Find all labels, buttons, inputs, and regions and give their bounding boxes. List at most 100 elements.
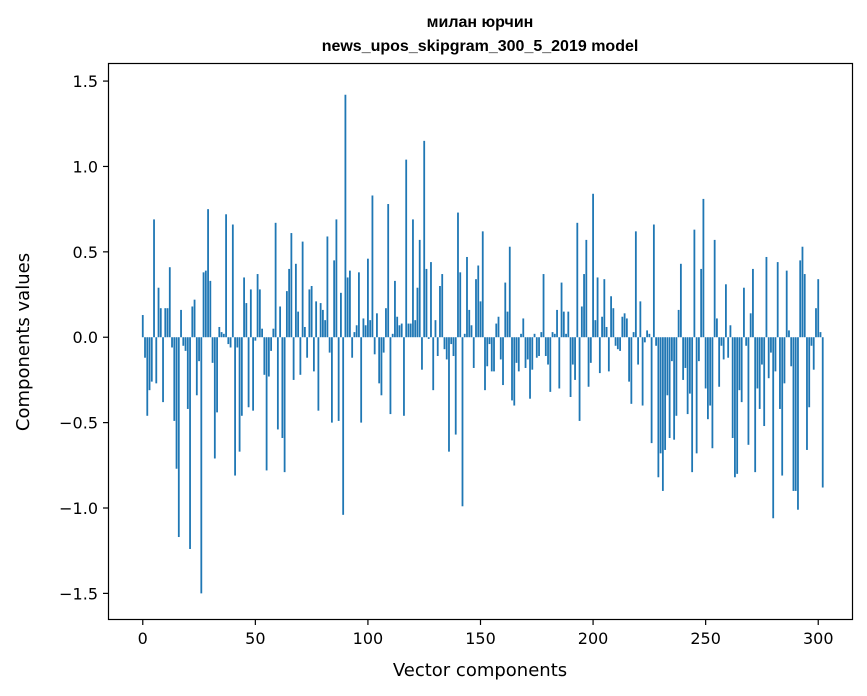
y-tick-label: −1.5 xyxy=(59,584,98,603)
bar-96 xyxy=(358,272,360,338)
bar-15 xyxy=(175,337,178,469)
bar-37 xyxy=(225,214,227,338)
bar-298 xyxy=(812,337,815,370)
bar-299 xyxy=(815,308,817,338)
bar-43 xyxy=(238,337,241,452)
bar-138 xyxy=(452,337,455,357)
bar-89 xyxy=(342,337,345,515)
bar-142 xyxy=(461,337,464,507)
bar-242 xyxy=(686,337,689,415)
bar-268 xyxy=(745,337,748,346)
bar-38 xyxy=(227,337,230,345)
bar-73 xyxy=(306,337,309,358)
bar-55 xyxy=(265,337,268,471)
bar-132 xyxy=(439,286,441,338)
bar-84 xyxy=(331,337,333,423)
bar-212 xyxy=(619,337,621,351)
bar-74 xyxy=(308,289,311,338)
bar-117 xyxy=(405,159,408,338)
x-tick-label: 300 xyxy=(803,629,834,648)
bar-178 xyxy=(542,274,545,338)
bar-88 xyxy=(340,292,342,338)
bar-100 xyxy=(367,258,369,338)
bar-227 xyxy=(652,224,655,338)
bar-257 xyxy=(720,337,723,346)
y-tick-label: 0.0 xyxy=(73,328,98,347)
bar-216 xyxy=(628,337,630,382)
bar-118 xyxy=(407,323,410,338)
x-tick-label: 50 xyxy=(245,629,265,648)
bar-238 xyxy=(677,309,680,338)
bar-49 xyxy=(252,337,254,411)
bar-294 xyxy=(803,274,806,338)
bar-41 xyxy=(234,337,236,476)
bar-244 xyxy=(691,337,694,473)
bar-114 xyxy=(398,325,401,338)
bar-167 xyxy=(517,337,520,372)
chart-title-line1: милан юрчин xyxy=(427,14,534,31)
bar-232 xyxy=(664,337,667,450)
bar-199 xyxy=(589,337,592,363)
bar-271 xyxy=(752,268,754,338)
bar-90 xyxy=(344,94,347,338)
bar-21 xyxy=(189,337,191,549)
bar-301 xyxy=(819,332,822,338)
bar-82 xyxy=(326,236,329,338)
bar-151 xyxy=(481,231,484,338)
bar-161 xyxy=(504,282,507,338)
bar-162 xyxy=(506,311,509,338)
bar-273 xyxy=(756,337,759,389)
bar-210 xyxy=(614,337,617,346)
bar-99 xyxy=(364,325,367,338)
bar-146 xyxy=(470,325,473,338)
y-tick-label: −1.0 xyxy=(59,499,98,518)
bar-0 xyxy=(141,315,144,338)
bar-128 xyxy=(430,262,432,338)
bar-219 xyxy=(634,231,637,338)
bar-133 xyxy=(441,274,444,338)
bar-269 xyxy=(747,337,750,445)
bar-12 xyxy=(168,267,171,338)
bar-292 xyxy=(799,260,802,338)
bar-75 xyxy=(310,286,313,338)
bar-48 xyxy=(249,289,252,338)
bar-285 xyxy=(783,337,786,384)
bar-56 xyxy=(267,337,270,377)
bar-131 xyxy=(436,337,439,357)
bar-174 xyxy=(533,333,536,338)
bar-157 xyxy=(495,323,498,338)
bar-69 xyxy=(297,311,300,338)
bar-263 xyxy=(734,337,736,478)
bar-45 xyxy=(243,277,245,338)
bar-226 xyxy=(650,337,653,444)
bar-67 xyxy=(292,337,295,380)
bar-192 xyxy=(574,337,576,380)
bar-195 xyxy=(580,306,583,338)
bar-130 xyxy=(434,320,437,338)
bar-79 xyxy=(319,303,322,338)
bar-140 xyxy=(457,212,459,338)
bar-127 xyxy=(427,337,430,339)
bar-139 xyxy=(454,337,457,435)
bar-104 xyxy=(376,313,378,338)
bar-156 xyxy=(493,337,495,372)
bar-121 xyxy=(414,320,417,338)
bar-27 xyxy=(202,272,205,338)
bar-266 xyxy=(740,337,743,403)
bar-255 xyxy=(716,318,718,338)
bar-87 xyxy=(337,337,340,421)
bar-188 xyxy=(565,333,567,338)
bar-120 xyxy=(412,219,414,338)
bar-297 xyxy=(810,337,813,346)
bar-125 xyxy=(423,140,426,338)
bar-23 xyxy=(193,299,196,338)
bar-172 xyxy=(529,337,531,399)
bar-224 xyxy=(646,330,649,338)
bar-234 xyxy=(668,337,671,438)
bar-170 xyxy=(524,337,527,368)
bar-145 xyxy=(468,309,471,338)
bar-106 xyxy=(380,337,383,396)
bar-165 xyxy=(513,337,516,406)
y-tick-label: 1.5 xyxy=(73,72,98,91)
bar-221 xyxy=(639,301,642,338)
